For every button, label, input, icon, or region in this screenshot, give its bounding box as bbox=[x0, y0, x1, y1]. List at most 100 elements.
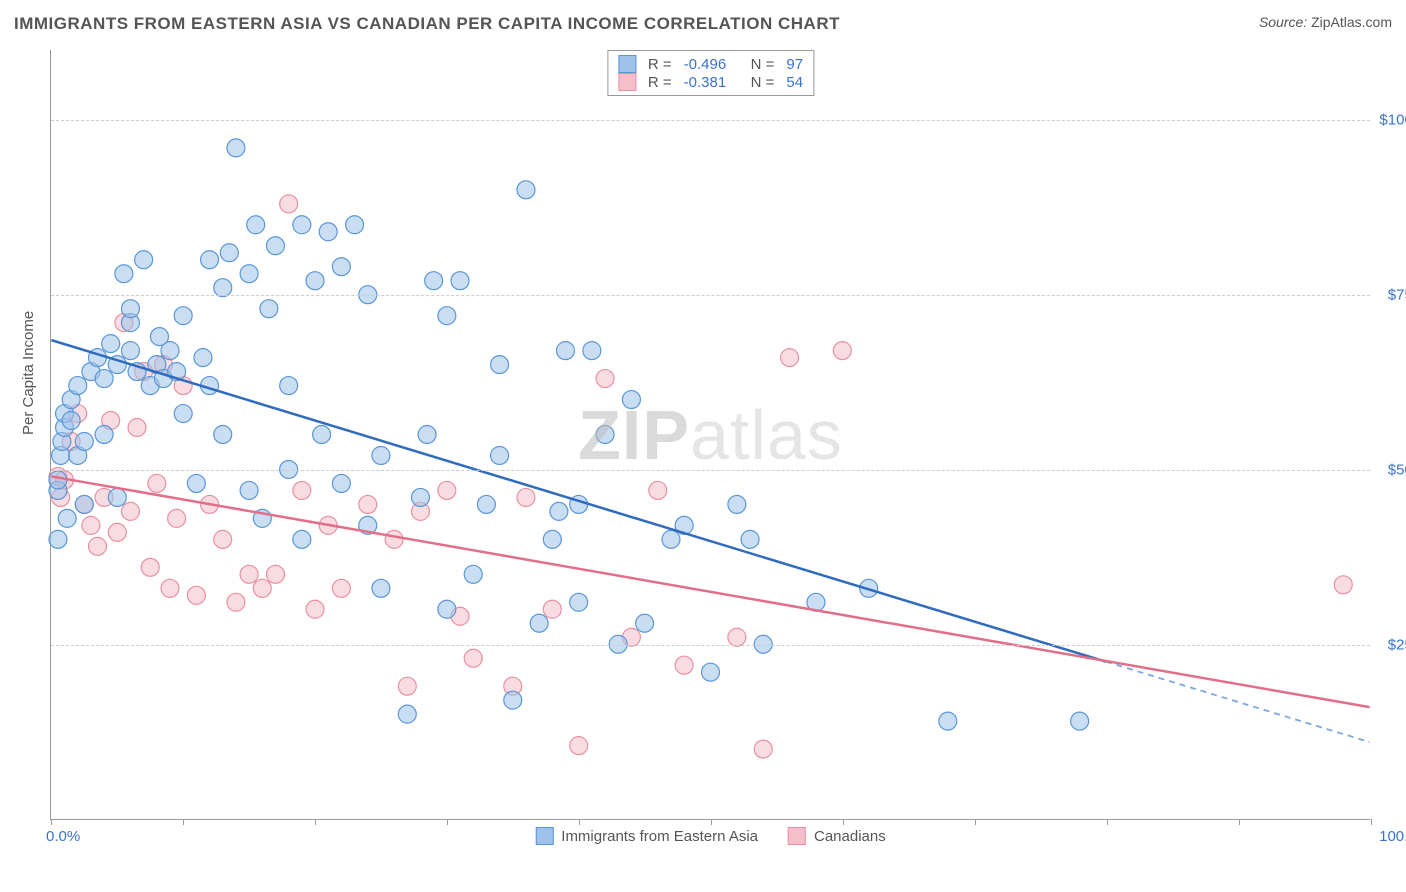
y-axis-label: Per Capita Income bbox=[20, 311, 37, 435]
gridline bbox=[51, 295, 1370, 296]
data-point bbox=[543, 530, 561, 548]
data-point bbox=[240, 481, 258, 499]
data-point bbox=[385, 530, 403, 548]
data-point bbox=[240, 565, 258, 583]
data-point bbox=[438, 307, 456, 325]
data-point bbox=[398, 705, 416, 723]
data-point bbox=[306, 272, 324, 290]
x-axis-tick bbox=[843, 819, 844, 825]
data-point bbox=[411, 488, 429, 506]
data-point bbox=[89, 537, 107, 555]
data-point bbox=[372, 579, 390, 597]
x-axis-tick bbox=[315, 819, 316, 825]
legend-series-label: Canadians bbox=[814, 828, 886, 845]
x-axis-tick bbox=[51, 819, 52, 825]
data-point bbox=[121, 300, 139, 318]
data-point bbox=[174, 405, 192, 423]
data-point bbox=[359, 495, 377, 513]
data-point bbox=[108, 523, 126, 541]
data-point bbox=[550, 502, 568, 520]
data-point bbox=[174, 307, 192, 325]
data-point bbox=[675, 656, 693, 674]
data-point bbox=[121, 502, 139, 520]
data-point bbox=[491, 446, 509, 464]
data-point bbox=[128, 419, 146, 437]
data-point bbox=[543, 600, 561, 618]
data-point bbox=[438, 600, 456, 618]
legend-correlation-box: R =-0.496N =97R =-0.381N =54 bbox=[607, 50, 814, 96]
legend-r-value: -0.381 bbox=[684, 74, 739, 91]
data-point bbox=[754, 740, 772, 758]
data-point bbox=[62, 412, 80, 430]
x-axis-tick bbox=[1371, 819, 1372, 825]
data-point bbox=[280, 377, 298, 395]
data-point bbox=[58, 509, 76, 527]
data-point bbox=[247, 216, 265, 234]
data-point bbox=[75, 433, 93, 451]
data-point bbox=[781, 349, 799, 367]
legend-swatch bbox=[788, 827, 806, 845]
legend-swatch bbox=[618, 55, 636, 73]
legend-r-label: R = bbox=[648, 74, 672, 91]
data-point bbox=[596, 426, 614, 444]
legend-series-item: Canadians bbox=[788, 827, 886, 845]
legend-r-label: R = bbox=[648, 56, 672, 73]
data-point bbox=[293, 481, 311, 499]
data-point bbox=[214, 279, 232, 297]
data-point bbox=[504, 691, 522, 709]
legend-r-value: -0.496 bbox=[684, 56, 739, 73]
chart-svg bbox=[51, 50, 1370, 819]
data-point bbox=[49, 530, 67, 548]
data-point bbox=[1071, 712, 1089, 730]
data-point bbox=[517, 488, 535, 506]
data-point bbox=[293, 530, 311, 548]
data-point bbox=[148, 474, 166, 492]
data-point bbox=[214, 530, 232, 548]
data-point bbox=[95, 370, 113, 388]
data-point bbox=[306, 600, 324, 618]
x-axis-tick bbox=[579, 819, 580, 825]
data-point bbox=[741, 530, 759, 548]
data-point bbox=[168, 509, 186, 527]
data-point bbox=[227, 593, 245, 611]
x-axis-tick bbox=[975, 819, 976, 825]
data-point bbox=[596, 370, 614, 388]
data-point bbox=[201, 251, 219, 269]
data-point bbox=[332, 474, 350, 492]
data-point bbox=[649, 481, 667, 499]
data-point bbox=[187, 586, 205, 604]
data-point bbox=[728, 495, 746, 513]
regression-line-extension bbox=[1106, 662, 1370, 742]
gridline bbox=[51, 120, 1370, 121]
data-point bbox=[95, 426, 113, 444]
data-point bbox=[332, 258, 350, 276]
y-axis-tick-label: $50,000 bbox=[1377, 462, 1406, 479]
data-point bbox=[622, 391, 640, 409]
legend-series-item: Immigrants from Eastern Asia bbox=[535, 827, 758, 845]
y-axis-tick-label: $25,000 bbox=[1377, 637, 1406, 654]
data-point bbox=[833, 342, 851, 360]
data-point bbox=[570, 593, 588, 611]
x-axis-end-label: 100.0% bbox=[1379, 828, 1406, 845]
data-point bbox=[464, 649, 482, 667]
legend-n-value: 97 bbox=[786, 56, 803, 73]
data-point bbox=[280, 195, 298, 213]
data-point bbox=[240, 265, 258, 283]
data-point bbox=[82, 516, 100, 534]
data-point bbox=[102, 335, 120, 353]
data-point bbox=[108, 488, 126, 506]
x-axis-tick bbox=[447, 819, 448, 825]
chart-plot-area: ZIPatlas R =-0.496N =97R =-0.381N =54 Im… bbox=[50, 50, 1370, 820]
data-point bbox=[253, 579, 271, 597]
data-point bbox=[557, 342, 575, 360]
legend-n-label: N = bbox=[751, 74, 775, 91]
data-point bbox=[702, 663, 720, 681]
data-point bbox=[464, 565, 482, 583]
data-point bbox=[69, 377, 87, 395]
x-axis-tick bbox=[1107, 819, 1108, 825]
data-point bbox=[227, 139, 245, 157]
data-point bbox=[293, 216, 311, 234]
x-axis-tick bbox=[183, 819, 184, 825]
legend-swatch bbox=[618, 73, 636, 91]
data-point bbox=[135, 251, 153, 269]
